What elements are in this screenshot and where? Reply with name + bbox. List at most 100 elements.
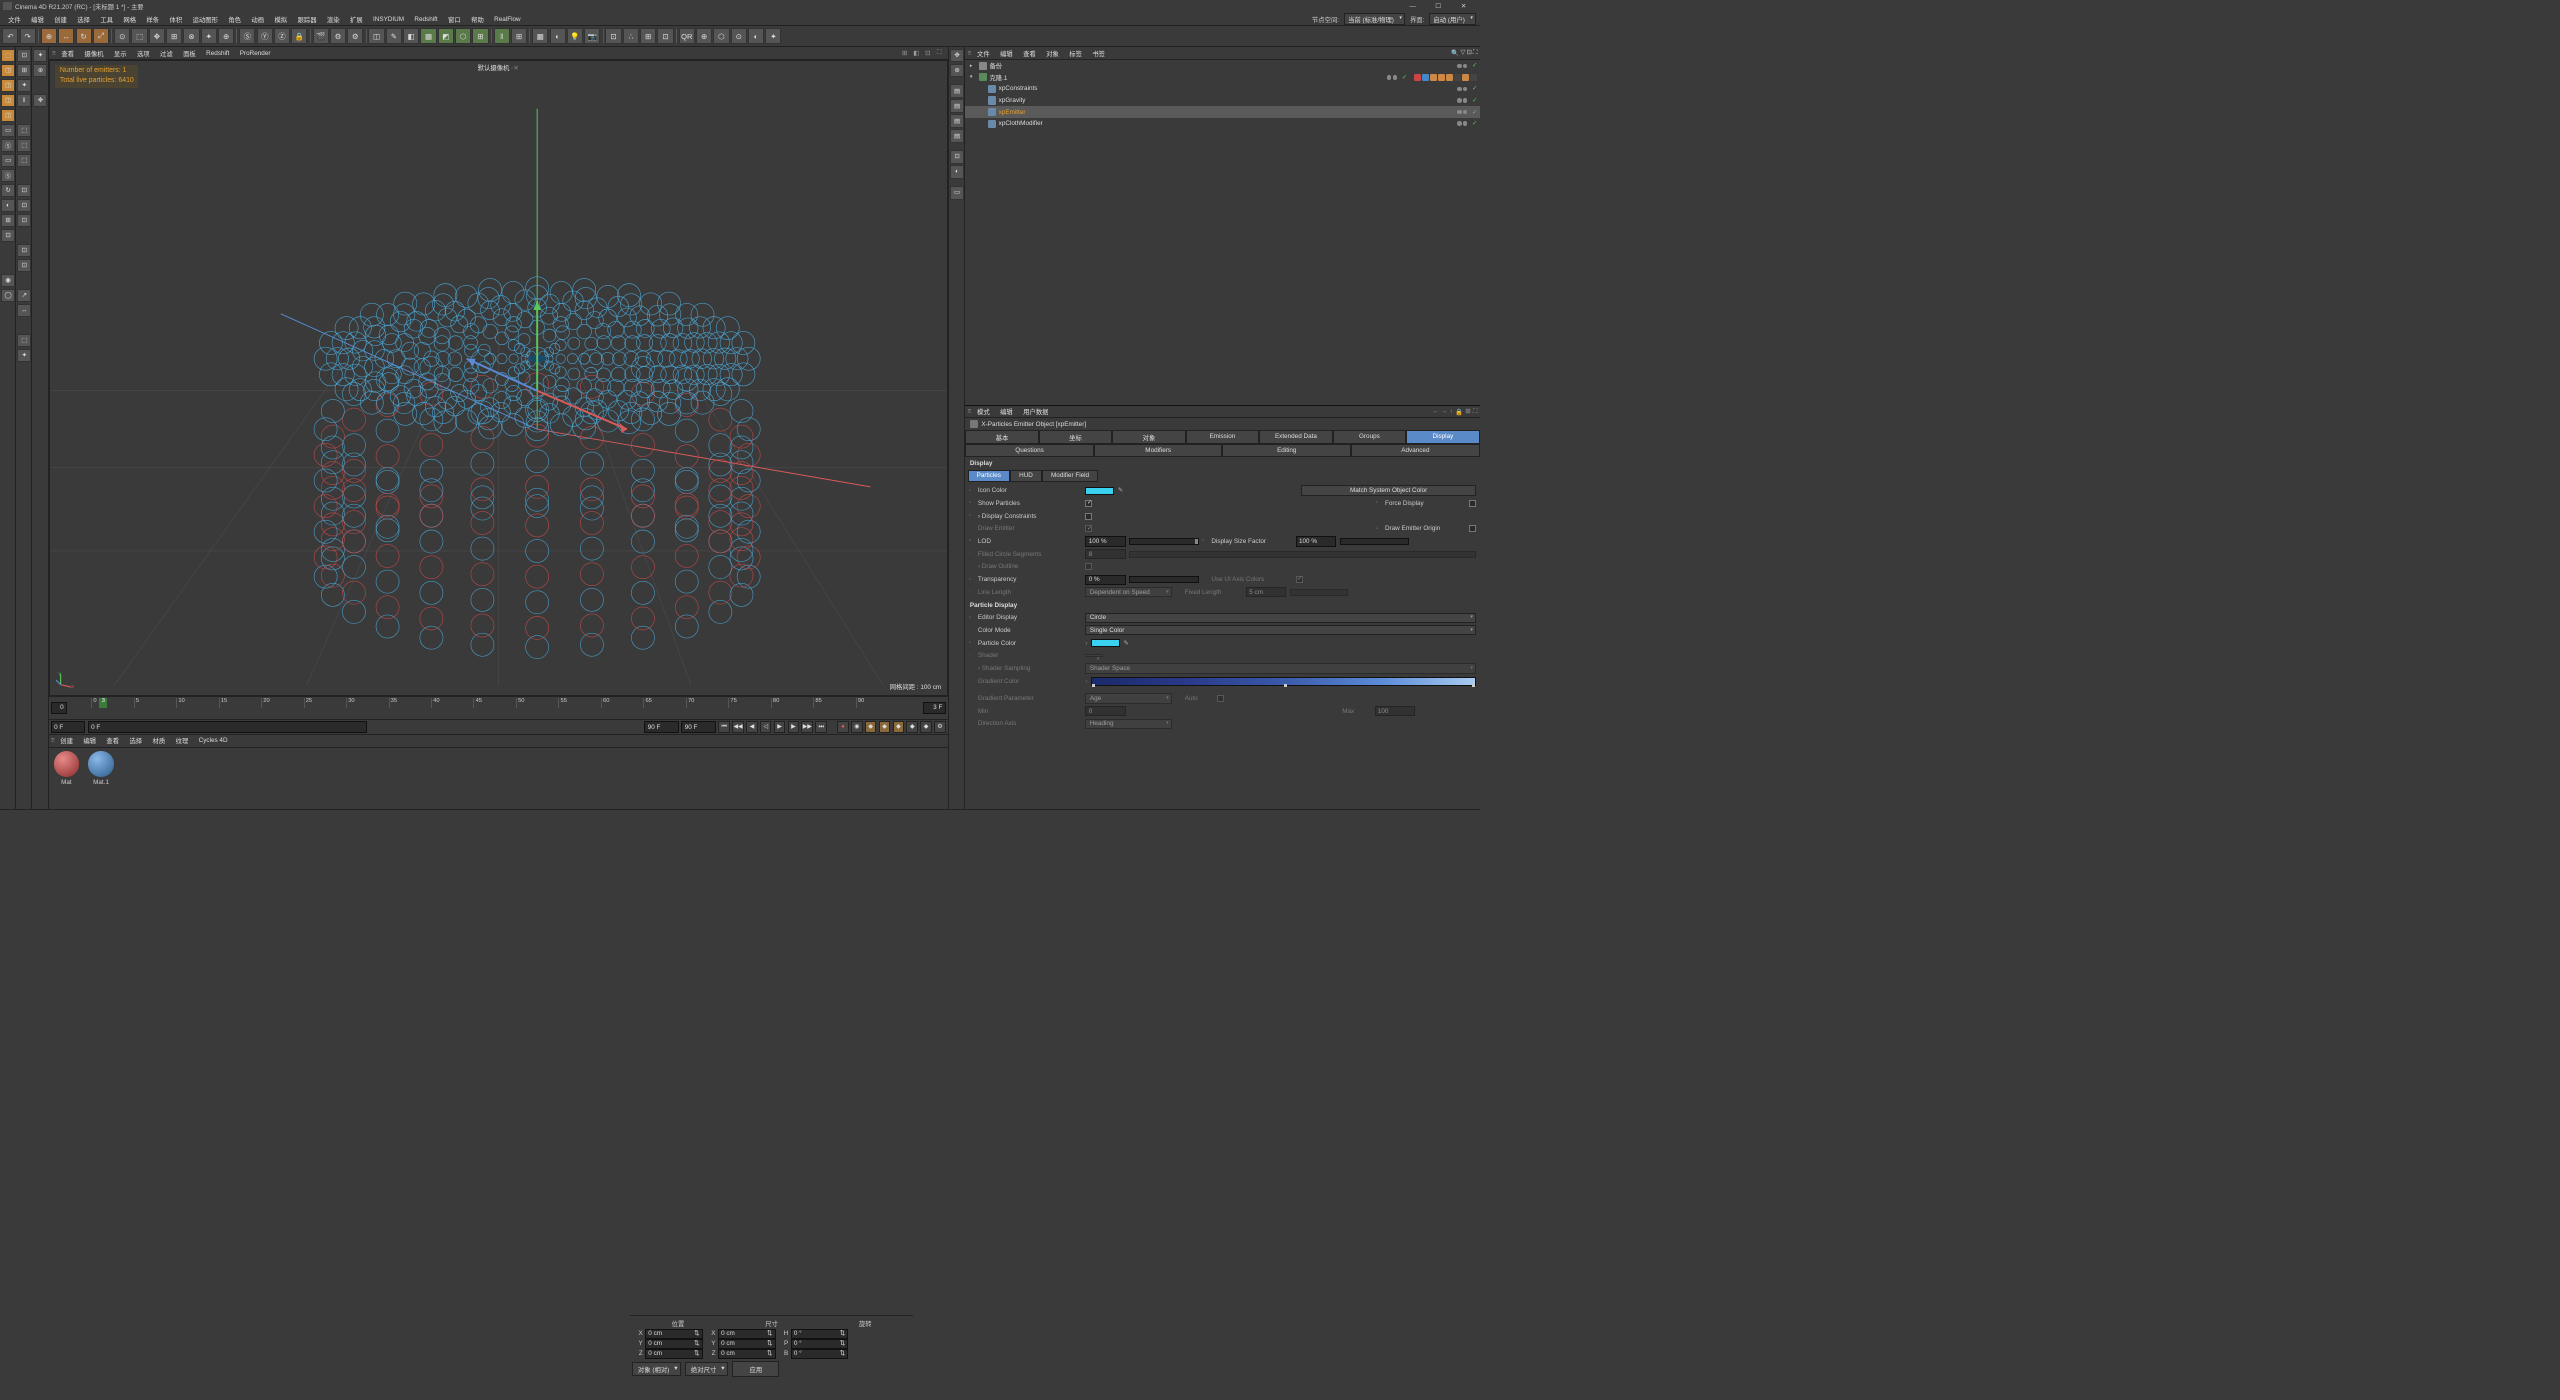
palcol2-btn-5[interactable]: ⬚ (17, 124, 31, 138)
coord-mode-1[interactable]: 对象 (相对) (632, 1362, 680, 1375)
viewmenu-3[interactable]: 选项 (132, 48, 154, 59)
object-row-xpGravity[interactable]: xpGravity✓ (965, 95, 1479, 107)
current-frame-marker[interactable]: 3 (99, 698, 107, 708)
toolbar-btn-8[interactable]: ⊙ (114, 28, 130, 44)
shader-combo[interactable] (1085, 654, 1102, 657)
range-start-1[interactable]: 0 F (51, 721, 86, 732)
subtab-Modifier Field[interactable]: Modifier Field (1042, 470, 1098, 482)
tab-Groups[interactable]: Groups (1333, 430, 1406, 444)
toolbar-btn-39[interactable]: 📷 (584, 28, 600, 44)
matmenu-3[interactable]: 选择 (125, 735, 147, 746)
editor-display-combo[interactable]: Circle (1085, 613, 1476, 623)
toolbar-btn-50[interactable]: ◐ (748, 28, 764, 44)
timeline[interactable]: 0 051015202530354045505560657075808590 3… (49, 696, 948, 719)
key-pos-button[interactable]: ◆ (865, 721, 877, 733)
gradient-parameter-combo[interactable]: Age (1085, 693, 1172, 703)
menu-1[interactable]: 编辑 (27, 13, 49, 24)
viewmenu-7[interactable]: ProRender (235, 49, 275, 58)
color-mode-combo[interactable]: Single Color (1085, 625, 1476, 635)
matmenu-5[interactable]: 纹理 (171, 735, 193, 746)
palcol2-btn-14[interactable]: ⊡ (17, 259, 31, 273)
menu-7[interactable]: 体积 (165, 13, 187, 24)
eyedropper-icon[interactable]: ✎ (1118, 487, 1123, 494)
menu-12[interactable]: 跟踪器 (293, 13, 321, 24)
toolbar-btn-28[interactable]: ▦ (420, 28, 436, 44)
obj-filter-icon[interactable]: ▽ (1460, 49, 1465, 57)
lod-input[interactable]: 100 % (1085, 536, 1125, 546)
object-row-克隆.1[interactable]: ▾克隆.1✓ (965, 72, 1479, 84)
eyedropper-icon-2[interactable]: ✎ (1123, 640, 1128, 647)
toolbar-btn-18[interactable]: Ⓩ (274, 28, 290, 44)
next-key-button[interactable]: ▶▶ (801, 721, 813, 733)
palcol1-btn-15[interactable]: ◉ (1, 274, 15, 288)
force-display-checkbox[interactable] (1469, 500, 1476, 507)
toolbar-btn-42[interactable]: ∴ (623, 28, 639, 44)
toolbar-btn-29[interactable]: ◩ (438, 28, 454, 44)
matmenu-2[interactable]: 查看 (102, 735, 124, 746)
key-pla-button[interactable]: ◆ (920, 721, 932, 733)
toolbar-btn-44[interactable]: ⊡ (657, 28, 673, 44)
objmenu-0[interactable]: 文件 (972, 48, 994, 59)
attr-max-icon[interactable]: ⛶ (1473, 408, 1477, 416)
tab-Questions[interactable]: Questions (965, 444, 1094, 456)
display-size-factor-input[interactable]: 100 % (1296, 536, 1336, 546)
objmenu-4[interactable]: 标签 (1065, 48, 1087, 59)
nodespace-dropdown[interactable]: 当前 (标准/物理) (1344, 13, 1406, 25)
display-constraints-checkbox[interactable] (1085, 513, 1092, 520)
menu-8[interactable]: 运动图形 (188, 13, 223, 24)
object-tree[interactable]: ▸备份✓▾克隆.1✓xpConstraints✓xpGravity✓xpEmit… (965, 60, 1479, 405)
tab-坐标[interactable]: 坐标 (1039, 430, 1112, 444)
draw-emitter-checkbox[interactable] (1085, 525, 1092, 532)
attr-fwd-icon[interactable]: → (1441, 408, 1447, 416)
timeline-opt-button[interactable]: ⚙ (934, 721, 946, 733)
palcol1-btn-12[interactable]: ⊡ (1, 229, 15, 243)
timeline-track[interactable]: 051015202530354045505560657075808590 3 (68, 698, 921, 719)
view-btn-2[interactable]: ◧ (911, 48, 921, 58)
toolbar-btn-38[interactable]: 💡 (567, 28, 583, 44)
subtab-Particles[interactable]: Particles (968, 470, 1010, 482)
object-row-xpClothModifier[interactable]: xpClothModifier✓ (965, 118, 1479, 130)
menu-9[interactable]: 角色 (224, 13, 246, 24)
rtool-3[interactable]: ▤ (950, 84, 964, 98)
palcol1-btn-2[interactable]: ◫ (1, 79, 15, 93)
matmenu-0[interactable]: 创建 (56, 735, 78, 746)
tab-Editing[interactable]: Editing (1222, 444, 1351, 456)
material-0[interactable]: Mat (52, 751, 81, 806)
material-1[interactable]: Mat.1 (87, 751, 116, 806)
palcol2-btn-19[interactable]: ⬚ (17, 334, 31, 348)
menu-13[interactable]: 渲染 (322, 13, 344, 24)
palcol1-btn-7[interactable]: ▭ (1, 154, 15, 168)
objmenu-3[interactable]: 对象 (1042, 48, 1064, 59)
palcol2-btn-17[interactable]: ↔ (17, 304, 31, 318)
tab-Advanced[interactable]: Advanced (1351, 444, 1480, 456)
obj-max-icon[interactable]: ⛶ (1473, 49, 1477, 57)
palcol2-btn-20[interactable]: ✦ (17, 349, 31, 363)
matmenu-4[interactable]: 材质 (148, 735, 170, 746)
menu-18[interactable]: 帮助 (467, 13, 489, 24)
toolbar-btn-19[interactable]: 🔒 (291, 28, 307, 44)
menu-10[interactable]: 动画 (247, 13, 269, 24)
toolbar-btn-37[interactable]: ◐ (550, 28, 566, 44)
toolbar-btn-4[interactable]: ↔ (58, 28, 74, 44)
palcol1-btn-5[interactable]: ▭ (1, 124, 15, 138)
rtool-2[interactable] (950, 79, 964, 84)
viewport[interactable]: Number of emitters: 1 Total live particl… (49, 60, 948, 696)
maximize-button[interactable]: ☐ (1425, 0, 1450, 13)
palcol3-btn-1[interactable]: ⊕ (33, 64, 47, 78)
objmenu-5[interactable]: 书签 (1088, 48, 1110, 59)
key-param-button[interactable]: ◆ (906, 721, 918, 733)
toolbar-btn-22[interactable]: ⚙ (330, 28, 346, 44)
rtool-9[interactable]: ◐ (950, 165, 964, 179)
toolbar-btn-26[interactable]: ✎ (386, 28, 402, 44)
toolbar-btn-17[interactable]: Ⓨ (257, 28, 273, 44)
viewmenu-1[interactable]: 摄像机 (80, 48, 108, 59)
obj-eye-icon[interactable]: ⊡ (1466, 49, 1471, 57)
show-particles-checkbox[interactable] (1085, 500, 1092, 507)
match-color-button[interactable]: Match System Object Color (1301, 485, 1476, 496)
palcol1-btn-11[interactable]: ⊞ (1, 214, 15, 228)
menu-16[interactable]: Redshift (410, 14, 443, 23)
attrmenu-2[interactable]: 用户数据 (1019, 406, 1054, 417)
palcol2-btn-0[interactable]: ⊡ (17, 49, 31, 63)
object-row-备份[interactable]: ▸备份✓ (965, 60, 1479, 72)
toolbar-btn-12[interactable]: ⊗ (183, 28, 199, 44)
